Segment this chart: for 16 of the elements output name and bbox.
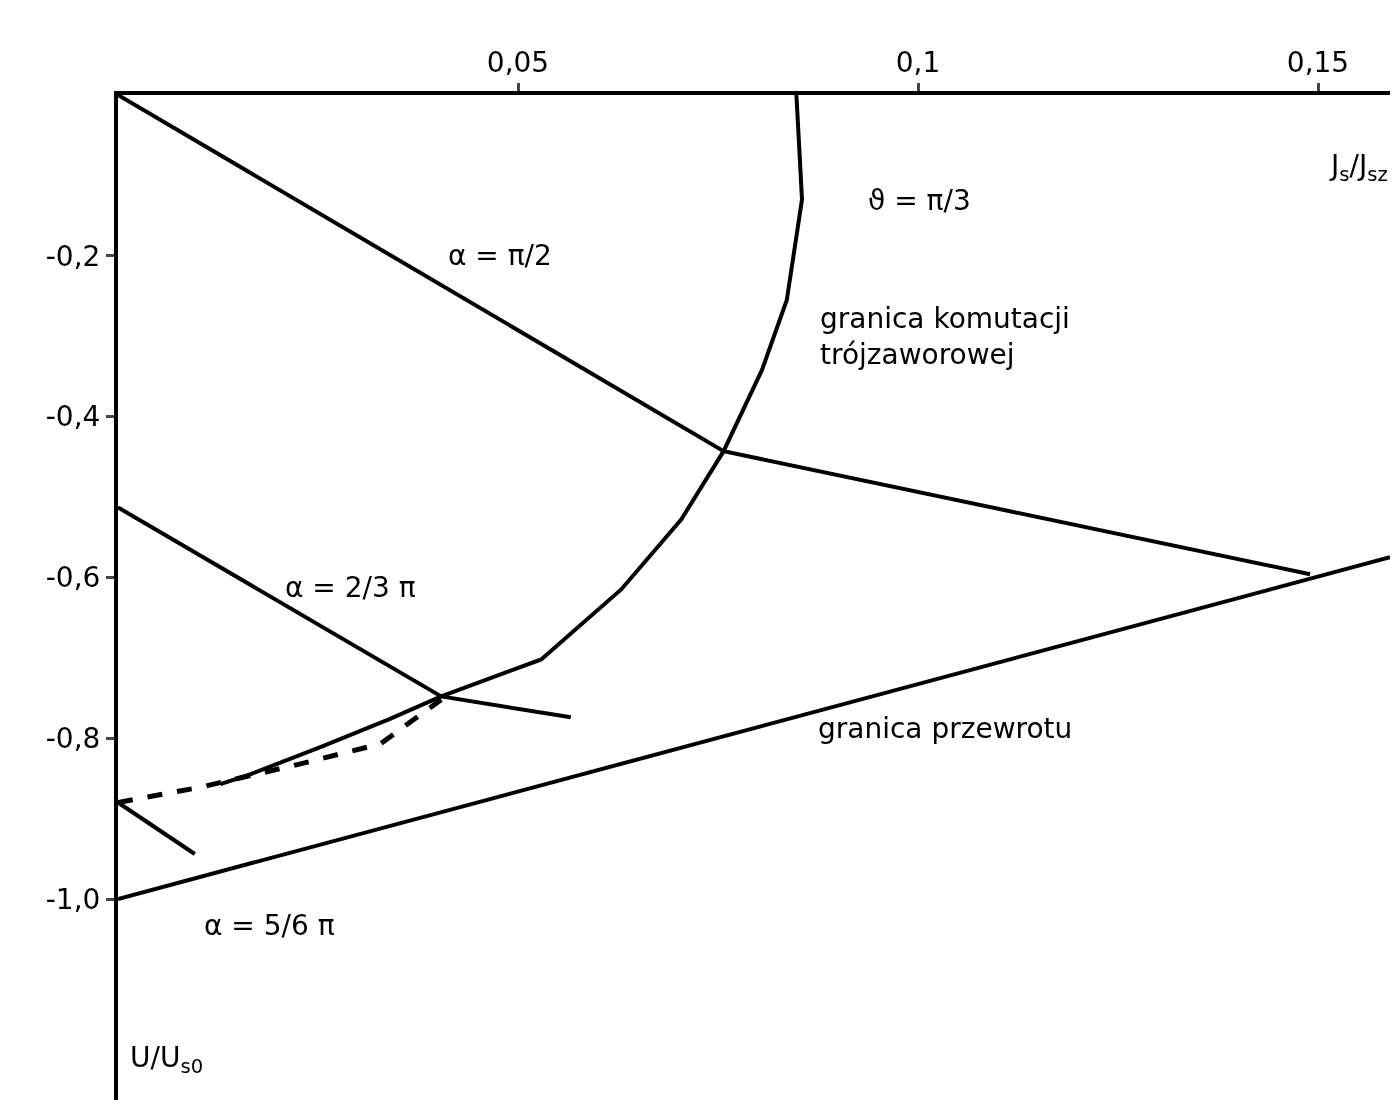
series-label: α = π/2	[448, 239, 552, 272]
annotation: granica komutacji trójzaworowej	[820, 302, 1070, 372]
x-tick-label: 0,1	[895, 45, 941, 79]
series-label: granica przewrotu	[818, 712, 1073, 745]
y-tick-label: -0,4	[45, 400, 101, 434]
y-tick-label: -0,6	[45, 561, 101, 595]
x-axis-title: J$_{s}$/J$_{sz}$	[1329, 149, 1388, 186]
x-tick-label: 0,05	[486, 45, 550, 79]
y-tick-label: -0,2	[45, 239, 101, 273]
text: ϑ = π/3	[868, 184, 971, 217]
x-tick-label: 0,15	[1286, 45, 1350, 79]
series-label: α = 2/3 π	[285, 571, 416, 604]
annotation: α = 5/6 π	[204, 909, 335, 942]
y-axis-title: U/U$_{s0}$	[130, 1041, 204, 1078]
y-tick-label: -1,0	[45, 882, 101, 916]
y-tick-label: -0,8	[45, 722, 101, 755]
